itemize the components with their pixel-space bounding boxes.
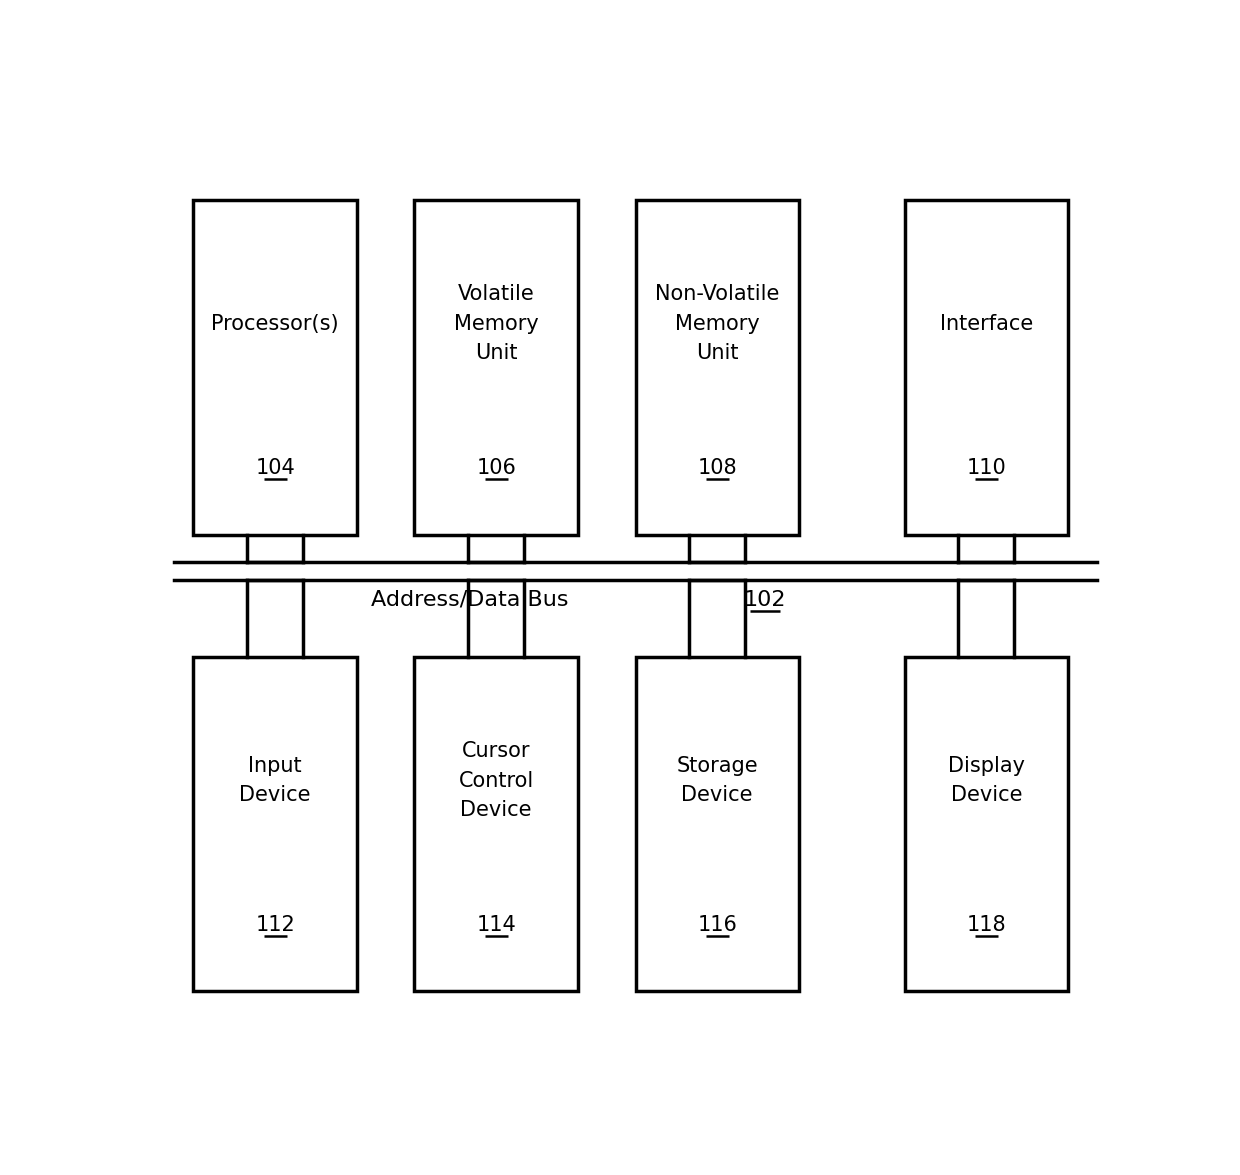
Bar <box>193 657 357 992</box>
Text: Storage
Device: Storage Device <box>676 756 758 805</box>
Text: 114: 114 <box>476 914 516 934</box>
Text: Display
Device: Display Device <box>947 756 1024 805</box>
Text: Input
Device: Input Device <box>239 756 311 805</box>
Bar <box>414 200 578 535</box>
Text: 112: 112 <box>255 914 295 934</box>
Text: Volatile
Memory
Unit: Volatile Memory Unit <box>454 284 538 363</box>
Bar <box>635 200 799 535</box>
Text: Non-Volatile
Memory
Unit: Non-Volatile Memory Unit <box>655 284 780 363</box>
Text: 110: 110 <box>966 457 1006 477</box>
Bar <box>414 657 578 992</box>
Text: Interface: Interface <box>940 314 1033 334</box>
Text: Address/Data Bus: Address/Data Bus <box>371 590 568 610</box>
Text: 116: 116 <box>697 914 737 934</box>
Text: 104: 104 <box>255 457 295 477</box>
Bar <box>905 657 1068 992</box>
Text: 108: 108 <box>697 457 737 477</box>
Bar <box>193 200 357 535</box>
Text: Cursor
Control
Device: Cursor Control Device <box>459 741 533 820</box>
Text: Processor(s): Processor(s) <box>211 314 339 334</box>
Text: 102: 102 <box>744 590 786 610</box>
Text: 106: 106 <box>476 457 516 477</box>
Text: 118: 118 <box>966 914 1006 934</box>
Bar <box>905 200 1068 535</box>
Bar <box>635 657 799 992</box>
